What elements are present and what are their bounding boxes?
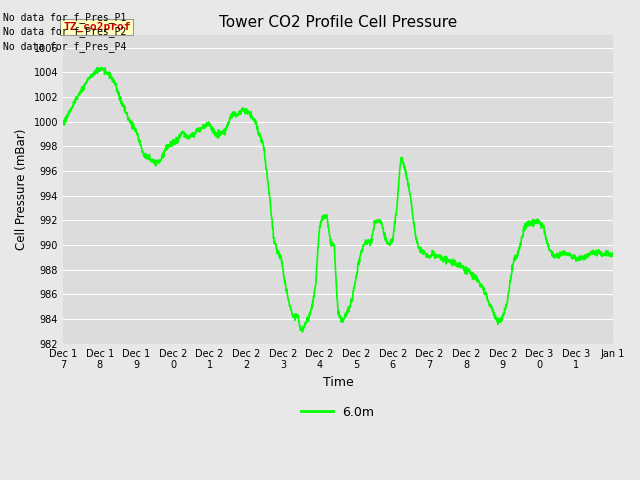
X-axis label: Time: Time bbox=[323, 376, 353, 389]
Text: No data for f_Pres_P1: No data for f_Pres_P1 bbox=[3, 12, 127, 23]
Legend: 6.0m: 6.0m bbox=[296, 401, 380, 424]
Text: TZ_co2prof: TZ_co2prof bbox=[63, 22, 131, 32]
Y-axis label: Cell Pressure (mBar): Cell Pressure (mBar) bbox=[15, 129, 28, 250]
Text: No data for f_Pres_P4: No data for f_Pres_P4 bbox=[3, 41, 127, 52]
Text: No data for f_Pres_P2: No data for f_Pres_P2 bbox=[3, 26, 127, 37]
Title: Tower CO2 Profile Cell Pressure: Tower CO2 Profile Cell Pressure bbox=[219, 15, 457, 30]
